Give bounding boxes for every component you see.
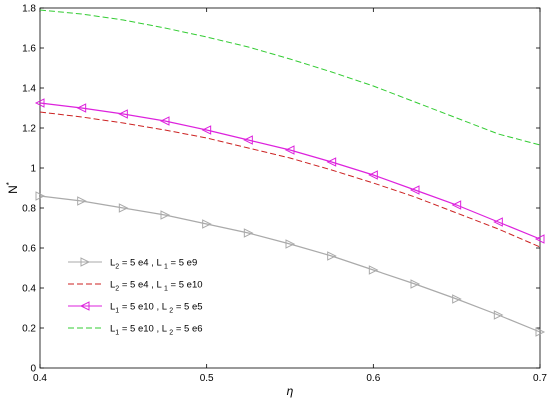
- x-axis-label: η: [287, 384, 294, 398]
- series-4: [39, 9, 541, 146]
- y-tick-label: 1.2: [22, 124, 36, 135]
- y-tick-label: 1: [30, 164, 36, 175]
- data-point: [34, 98, 45, 108]
- data-point: [76, 103, 87, 113]
- data-point: [243, 135, 253, 145]
- data-point: [327, 251, 337, 261]
- data-point: [534, 234, 545, 244]
- series-line: [39, 195, 541, 333]
- series-line: [39, 111, 541, 248]
- y-tick-label: 1.6: [22, 44, 36, 55]
- data-point: [409, 185, 420, 195]
- data-point: [160, 210, 171, 220]
- series-3: [34, 98, 545, 244]
- x-tick-label: 0.7: [533, 373, 547, 384]
- data-point: [284, 145, 295, 155]
- legend-entry: L2 = 5 e4 , L 1 = 5 e9: [68, 257, 197, 271]
- data-point: [35, 191, 46, 201]
- series-1: [35, 191, 546, 337]
- legend-entry: L1 = 5 e10 , L 2 = 5 e5: [68, 301, 203, 315]
- y-tick-label: 0.6: [22, 244, 36, 255]
- series-line: [39, 102, 541, 240]
- legend-label: L1 = 5 e10 , L 2 = 5 e6: [110, 324, 203, 337]
- y-tick-label: 0: [30, 364, 36, 375]
- series-line: [39, 9, 541, 146]
- y-tick-label: 0.8: [22, 204, 36, 215]
- y-tick-label: 0.2: [22, 324, 36, 335]
- y-tick-label: 0.4: [22, 284, 36, 295]
- y-axis-label-superscript: *: [5, 182, 14, 185]
- y-axis-label: N*: [5, 182, 20, 194]
- data-point: [535, 327, 546, 337]
- data-point: [493, 310, 504, 320]
- data-point: [368, 170, 378, 180]
- y-axis-label-main: N: [6, 185, 20, 194]
- legend-entry: L1 = 5 e10 , L 2 = 5 e6: [68, 324, 203, 337]
- data-point: [77, 196, 87, 206]
- axis-ticks: 0.4 0.5 0.6 0.7 0 0.2 0.4 0.6 0.8 1 1.2 1.4 1.6 1.8: [22, 4, 547, 385]
- data-point: [326, 157, 337, 167]
- data-point: [159, 116, 170, 126]
- data-point: [368, 265, 379, 275]
- x-tick-label: 0.4: [33, 373, 47, 384]
- data-point: [202, 219, 212, 229]
- data-point: [243, 228, 254, 238]
- data-point: [451, 200, 462, 210]
- legend-label: L2 = 5 e4 , L 1 = 5 e10: [110, 280, 203, 293]
- data-point: [201, 125, 212, 135]
- legend: L2 = 5 e4 , L 1 = 5 e9 L2 = 5 e4 , L 1 = …: [68, 257, 203, 337]
- series-2: [39, 111, 541, 248]
- data-point: [80, 257, 91, 267]
- data-point: [118, 109, 128, 119]
- legend-entry: L2 = 5 e4 , L 1 = 5 e10: [68, 280, 203, 293]
- data-point: [493, 217, 503, 227]
- legend-label: L1 = 5 e10 , L 2 = 5 e5: [110, 302, 203, 315]
- y-tick-label: 1.8: [22, 4, 36, 15]
- x-tick-label: 0.5: [200, 373, 214, 384]
- data-point: [410, 279, 421, 289]
- data-point: [79, 301, 90, 311]
- legend-label: L2 = 5 e4 , L 1 = 5 e9: [110, 258, 197, 271]
- data-point: [118, 203, 129, 213]
- data-point: [285, 239, 296, 249]
- x-tick-label: 0.6: [366, 373, 380, 384]
- y-tick-label: 1.4: [22, 84, 36, 95]
- plot-area: [39, 7, 541, 369]
- data-point: [452, 294, 462, 304]
- series-layer: [34, 9, 546, 337]
